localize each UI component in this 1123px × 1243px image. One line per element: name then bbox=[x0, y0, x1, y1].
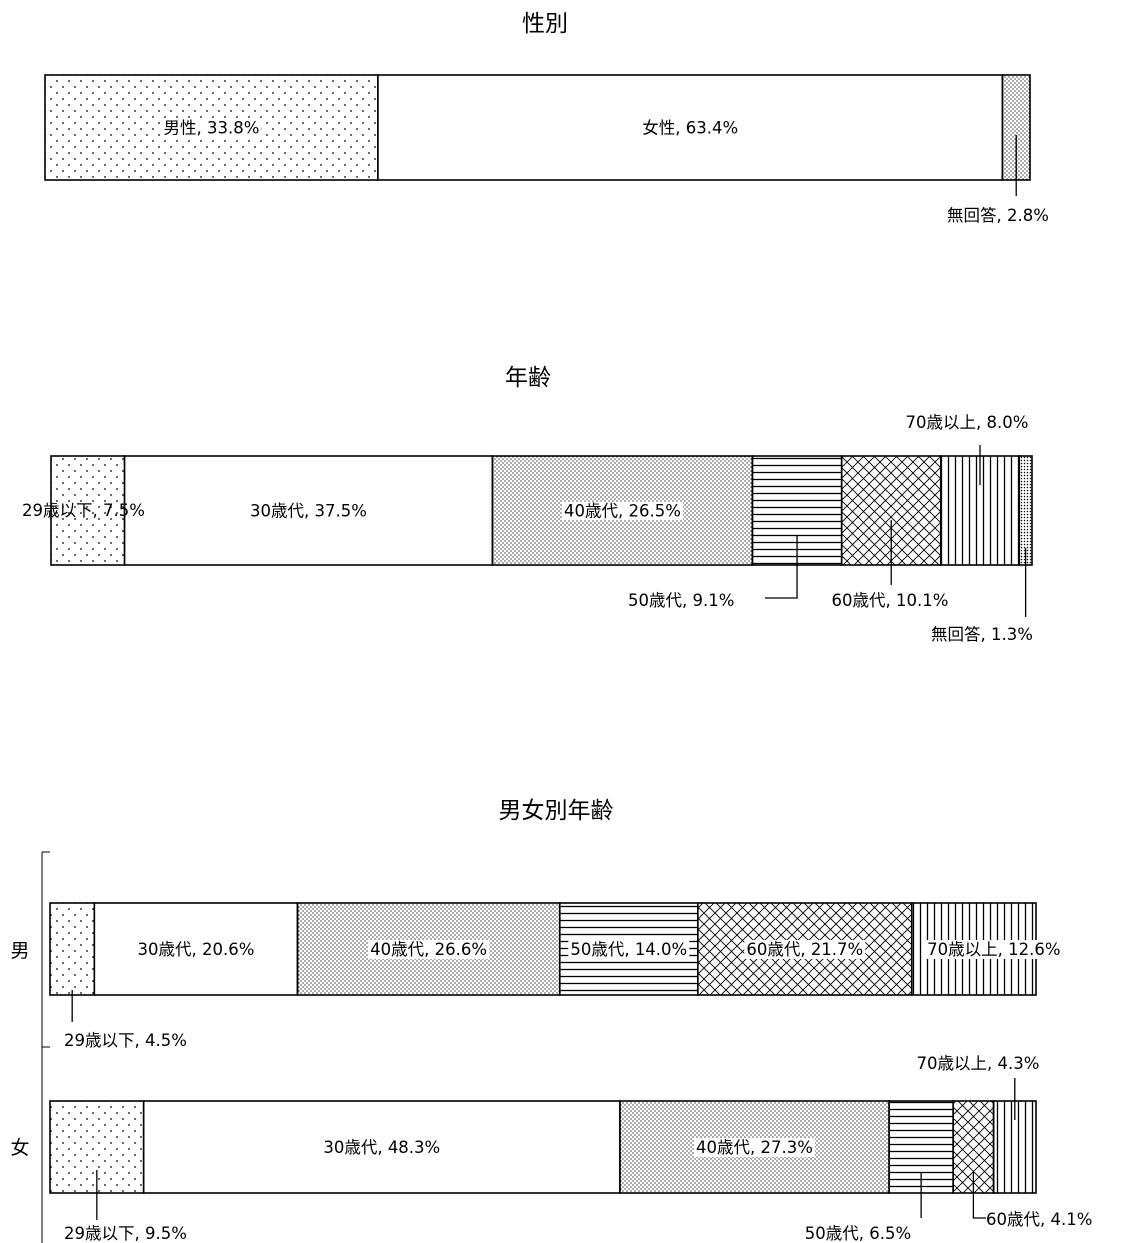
gender-age-row1-label-seg-33306b734ee32d5973: 30歳代, 48.3% bbox=[323, 1138, 440, 1157]
age-label-seg-34306b734ee3: 40歳代, 26.5% bbox=[564, 502, 681, 521]
chart-age-title: 年齢 bbox=[505, 365, 551, 391]
age-label-seg-37306b734ee54e0a: 70歳以上, 8.0% bbox=[906, 413, 1029, 432]
chart-gender-title: 性別 bbox=[522, 11, 568, 37]
gender-age-row1-label-bg bbox=[321, 1138, 443, 1157]
gender-label-seg-59736027: 女性, 63.4% bbox=[642, 119, 738, 138]
chart-age: 年齢 29歳以下, 7.5% 30歳代, 37.5% 40歳代, 26.5% 50歳代… bbox=[22, 365, 1033, 644]
gender-label-seg-712156de7b54: 無回答, 2.8% bbox=[947, 206, 1049, 225]
gender-age-row0-label-seg-35306b734ee32d7537: 50歳代, 14.0% bbox=[570, 940, 687, 959]
gender-age-row1-leader-seg-36306b734ee32d5973 bbox=[972, 1172, 986, 1219]
chart-age-by-gender: 男女別年齢 男 女 29歳以下, 4.5% 30歳代, 20.6% 40歳代, 26… bbox=[10, 798, 1092, 1243]
age-label-seg-32396b734ee54e0b: 29歳以下, 7.5% bbox=[22, 501, 145, 520]
gender-age-row1-label-bg bbox=[694, 1138, 815, 1157]
gender-label-bg bbox=[161, 118, 262, 138]
category-label-female: 女 bbox=[10, 1137, 29, 1159]
gender-age-row0-label-bg bbox=[368, 940, 490, 959]
gender-age-row0-label-bg bbox=[925, 940, 1063, 959]
category-label-male: 男 bbox=[10, 940, 29, 962]
age-label-seg-35306b734ee3: 50歳代, 9.1% bbox=[628, 591, 734, 610]
chart-gender: 性別 男性, 33.8% 女性, 63.4% 無回答, 2.8% bbox=[44, 11, 1049, 225]
age-label-seg-36306b734ee3: 60歳代, 10.1% bbox=[832, 591, 949, 610]
gender-age-row0-label-bg bbox=[568, 940, 690, 959]
gender-label-seg-75376027: 男性, 33.8% bbox=[164, 119, 260, 138]
age-label-seg-712156de7b54: 無回答, 1.3% bbox=[931, 625, 1033, 644]
gender-age-row0-label-seg-32396b734ee54e0b2d7537: 29歳以下, 4.5% bbox=[64, 1031, 187, 1050]
age-leader-seg-35306b734ee3 bbox=[765, 536, 798, 599]
age-bar-seg-32396b734ee54e0b bbox=[50, 455, 126, 566]
gender-age-row0-label-bg bbox=[744, 940, 866, 959]
age-label-seg-33306b734ee3: 30歳代, 37.5% bbox=[250, 502, 367, 521]
gender-label-bg bbox=[640, 118, 741, 138]
gender-age-row1-label-seg-35306b734ee32d5973: 50歳代, 6.5% bbox=[805, 1224, 911, 1243]
gender-age-row0-bar-seg-32396b734ee54e0b2d7537 bbox=[49, 902, 96, 996]
gender-age-row1-label-seg-32396b734ee54e0b2d5973: 29歳以下, 9.5% bbox=[64, 1224, 187, 1243]
gender-age-row0-label-seg-33306b734ee32d7537: 30歳代, 20.6% bbox=[137, 940, 254, 959]
age-label-bg bbox=[248, 501, 369, 521]
gender-age-row0-label-seg-34306b734ee32d7537: 40歳代, 26.6% bbox=[370, 940, 487, 959]
gender-age-row0-label-seg-37306b734ee54e0a2d7537: 70歳以上, 12.6% bbox=[927, 940, 1060, 959]
gender-age-row1-label-seg-36306b734ee32d5973: 60歳代, 4.1% bbox=[986, 1210, 1092, 1229]
gender-age-row1-label-seg-37306b734ee54e0a2d5973: 70歳以上, 4.3% bbox=[917, 1054, 1040, 1073]
gender-age-row0-label-seg-36306b734ee32d7537: 60歳代, 21.7% bbox=[746, 940, 863, 959]
gender-age-row1-label-seg-34306b734ee32d5973: 40歳代, 27.3% bbox=[696, 1138, 813, 1157]
age-label-bg bbox=[561, 501, 683, 521]
chart-age-by-gender-title: 男女別年齢 bbox=[499, 798, 614, 824]
gender-age-row0-label-bg bbox=[135, 940, 257, 959]
